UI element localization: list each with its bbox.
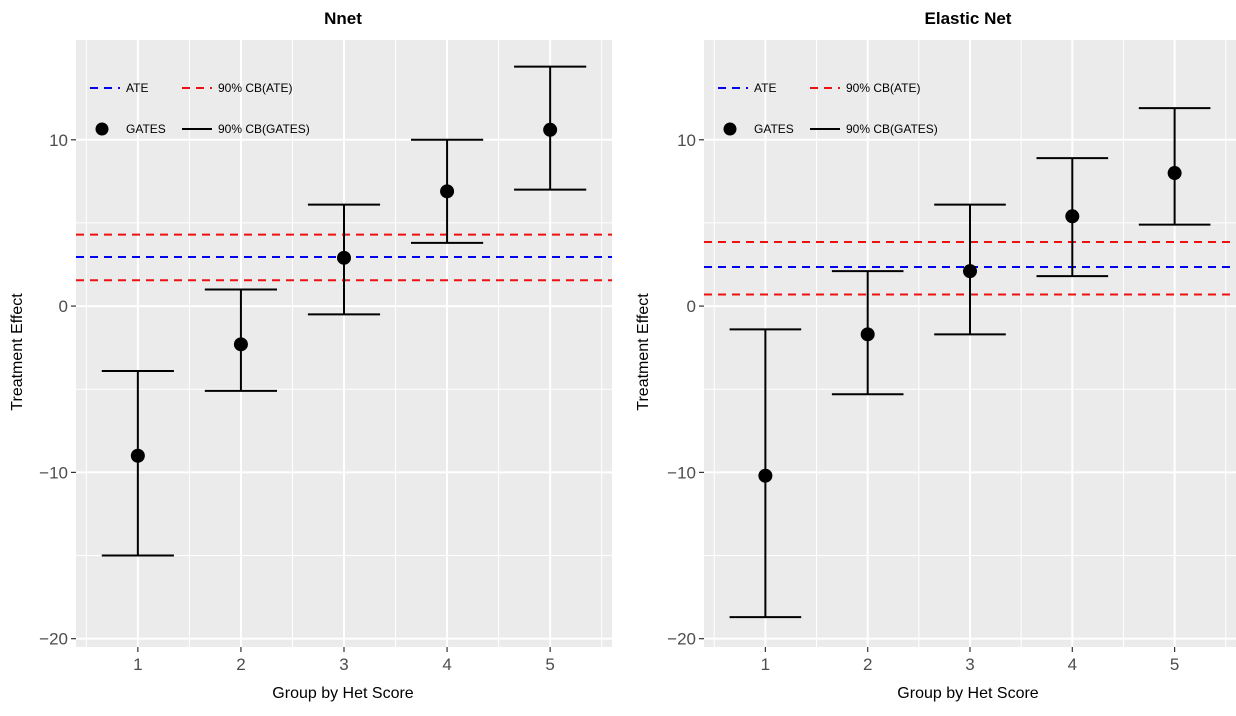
x-axis-title: Group by Het Score <box>272 685 414 702</box>
legend-gates-key <box>95 122 109 136</box>
x-tick-label: 4 <box>1068 655 1077 674</box>
gates-point <box>1065 209 1080 224</box>
x-tick-label: 2 <box>236 655 245 674</box>
gates-group-2 <box>831 270 904 396</box>
chart-title: Elastic Net <box>925 9 1012 28</box>
x-tick-label: 5 <box>1170 655 1179 674</box>
elastic-net-chart: Elastic Net Group by Het Score Treatment… <box>635 9 1236 702</box>
y-tick-label: 10 <box>49 131 68 150</box>
gates-point <box>963 264 977 279</box>
gates-point <box>440 184 455 199</box>
x-tick-label: 3 <box>965 655 974 674</box>
gates-group-3 <box>307 203 381 316</box>
gates-group-1 <box>101 369 174 557</box>
y-tick-label: −20 <box>39 630 68 649</box>
gates-point <box>1167 166 1182 181</box>
x-tick-label: 2 <box>863 655 872 674</box>
y-tick-label: 0 <box>59 297 68 316</box>
legend-cb-ate-label: 90% CB(ATE) <box>218 81 292 95</box>
gates-group-4 <box>1036 157 1109 278</box>
gates-point <box>337 250 351 265</box>
gates-group-2 <box>204 288 277 392</box>
gates-point <box>543 122 558 137</box>
x-tick-label: 5 <box>545 655 554 674</box>
x-tick-label: 1 <box>761 655 770 674</box>
gates-group-4 <box>411 138 484 244</box>
y-axis-title: Treatment Effect <box>9 293 26 411</box>
y-tick-label: −10 <box>667 463 696 482</box>
x-tick-label: 4 <box>442 655 451 674</box>
legend-gates-key <box>723 122 737 136</box>
gates-group-3 <box>934 203 1006 336</box>
nnet-chart: Nnet Group by Het Score Treatment Effect… <box>9 9 612 702</box>
x-axis-title: Group by Het Score <box>897 685 1039 702</box>
y-axis-title: Treatment Effect <box>635 293 652 411</box>
gates-point <box>860 327 875 342</box>
gates-point <box>233 337 248 352</box>
gates-group-5 <box>514 65 587 191</box>
gates-group-1 <box>729 328 802 619</box>
y-tick-label: −20 <box>667 630 696 649</box>
x-tick-label: 3 <box>339 655 348 674</box>
legend-cb-gates-label: 90% CB(GATES) <box>218 122 310 136</box>
gates-point <box>758 468 773 483</box>
y-tick-label: 10 <box>677 131 696 150</box>
x-tick-label: 1 <box>133 655 142 674</box>
gates-group-5 <box>1138 107 1211 226</box>
y-tick-label: −10 <box>39 463 68 482</box>
legend-gates-label: GATES <box>754 122 794 136</box>
chart-title: Nnet <box>324 9 362 28</box>
legend-gates-label: GATES <box>126 122 166 136</box>
y-tick-label: 0 <box>687 297 696 316</box>
legend-cb-ate-label: 90% CB(ATE) <box>846 81 920 95</box>
legend-ate-label: ATE <box>754 81 776 95</box>
gates-point <box>130 448 145 463</box>
legend-ate-label: ATE <box>126 81 148 95</box>
legend-cb-gates-label: 90% CB(GATES) <box>846 122 938 136</box>
legend: ATE 90% CB(ATE) GATES 90% CB(GATES) <box>718 81 938 136</box>
legend: ATE 90% CB(ATE) GATES 90% CB(GATES) <box>90 81 310 136</box>
